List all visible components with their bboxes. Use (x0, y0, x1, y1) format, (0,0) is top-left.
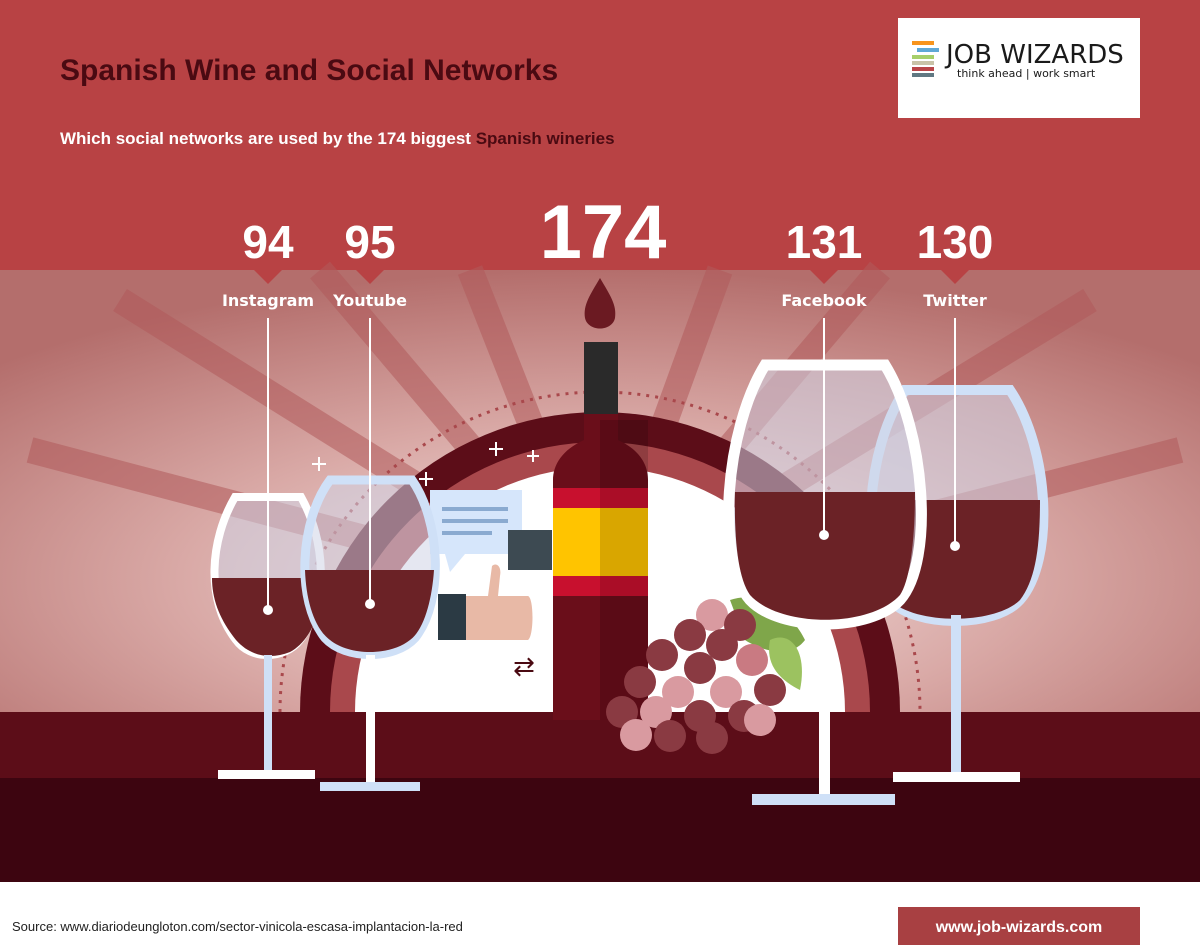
youtube-label: Youtube (332, 291, 407, 310)
facebook-value: 131 (786, 216, 863, 268)
subtitle: Which social networks are used by the 17… (60, 129, 615, 148)
logo-stripe (912, 41, 934, 45)
twitter-value: 130 (917, 216, 994, 268)
page-title: Spanish Wine and Social Networks (60, 54, 558, 87)
chat-bubble-dark-icon (508, 530, 552, 570)
grapes-illustration (606, 597, 805, 754)
total-value: 174 (540, 190, 667, 275)
logo-tagline: think ahead | work smart (957, 67, 1096, 80)
source-text: Source: www.diariodeungloton.com/sector-… (12, 919, 463, 934)
sparkle-icons (312, 442, 539, 486)
logo-stripe (912, 55, 934, 59)
leader-dots (263, 530, 960, 615)
logo-stripe (912, 61, 934, 65)
subtitle-text: Which social networks are used by the 17… (60, 129, 476, 148)
logo-name: JOB WIZARDS (944, 40, 1124, 70)
chat-bubble-icon (430, 490, 522, 572)
spain-flag-stripe (553, 576, 648, 596)
instagram-label: Instagram (222, 291, 314, 310)
website-badge (898, 907, 1140, 945)
logo-stripe (912, 67, 934, 71)
facebook-label: Facebook (781, 291, 867, 310)
logo-stripe (917, 48, 939, 52)
website-link[interactable]: www.job-wizards.com (935, 919, 1103, 936)
twitter-label: Twitter (923, 291, 987, 310)
subtitle-highlight: Spanish wineries (476, 129, 615, 148)
logo: JOB WIZARDS think ahead | work smart (898, 18, 1140, 118)
table-front (0, 778, 1200, 882)
spain-flag-stripe (553, 508, 648, 576)
wine-drop-icon (584, 278, 616, 329)
youtube-value: 95 (344, 216, 395, 268)
thumbs-up-icon (438, 564, 533, 640)
instagram-value: 94 (242, 216, 294, 268)
table-top (0, 712, 1200, 778)
value-pointers (254, 270, 969, 284)
share-arrows-icon: ⇄ (513, 651, 535, 681)
spain-flag-stripe (553, 488, 648, 508)
logo-stripe (912, 73, 934, 77)
leader-lines (267, 318, 956, 610)
